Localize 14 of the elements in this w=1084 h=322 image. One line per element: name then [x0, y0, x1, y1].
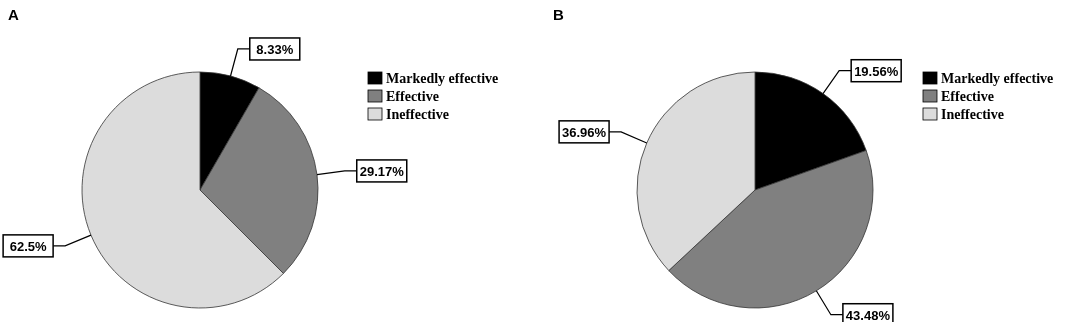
- legend-label: Markedly effective: [386, 71, 499, 86]
- legend-label: Ineffective: [941, 107, 1004, 122]
- data-label: 43.48%: [845, 307, 891, 322]
- legend-label: Effective: [941, 89, 994, 104]
- legend-label: Markedly effective: [941, 71, 1054, 86]
- data-label: 19.56%: [854, 63, 899, 79]
- data-label: 62.5%: [9, 238, 47, 254]
- data-label: 8.33%: [256, 41, 294, 57]
- chart-title: B: [553, 6, 564, 23]
- data-label: 36.96%: [562, 124, 607, 140]
- legend-label: Ineffective: [386, 107, 449, 122]
- chart-title: A: [8, 6, 19, 23]
- legend-label: Effective: [386, 89, 439, 104]
- data-label: 29.17%: [359, 163, 405, 179]
